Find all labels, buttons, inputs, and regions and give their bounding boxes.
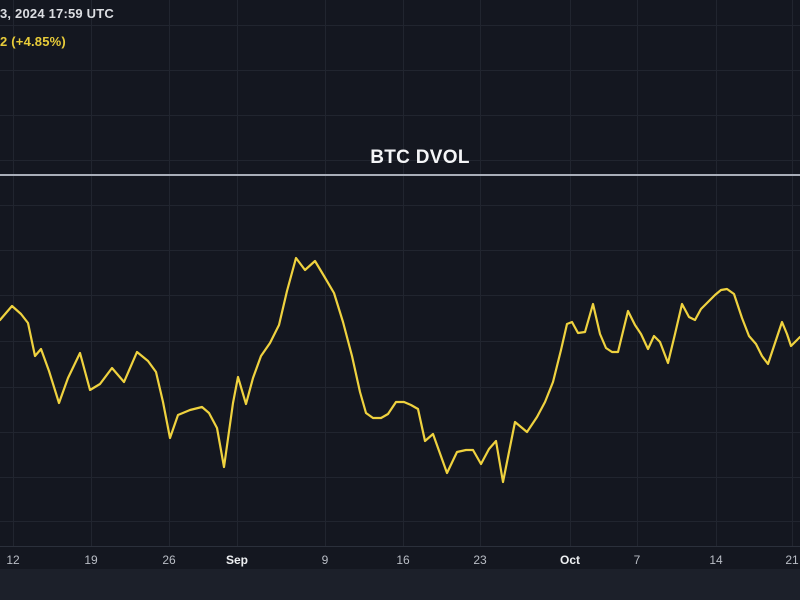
x-tick-label: 23 [473,553,487,567]
x-tick-month-label: Oct [559,553,581,567]
x-axis: 12 19 26 Sep 9 16 23 Oct 7 14 21 [0,553,800,569]
chart-title: BTC DVOL [370,147,470,168]
x-tick-label: 19 [84,553,98,567]
title-divider-line [0,174,800,176]
x-tick-label: 14 [709,553,723,567]
x-tick-label: 21 [785,553,799,567]
x-tick-label: 16 [396,553,410,567]
bottom-bar [0,569,800,600]
x-tick-label: 12 [6,553,20,567]
dvol-series-line [0,256,800,484]
x-tick-label: 26 [162,553,176,567]
x-tick-label: 9 [321,553,329,567]
x-tick-label: 7 [633,553,641,567]
x-tick-month-label: Sep [225,553,249,567]
timestamp-label: 3, 2024 17:59 UTC [0,6,114,21]
current-value-change-label: 2 (+4.85%) [0,34,66,49]
